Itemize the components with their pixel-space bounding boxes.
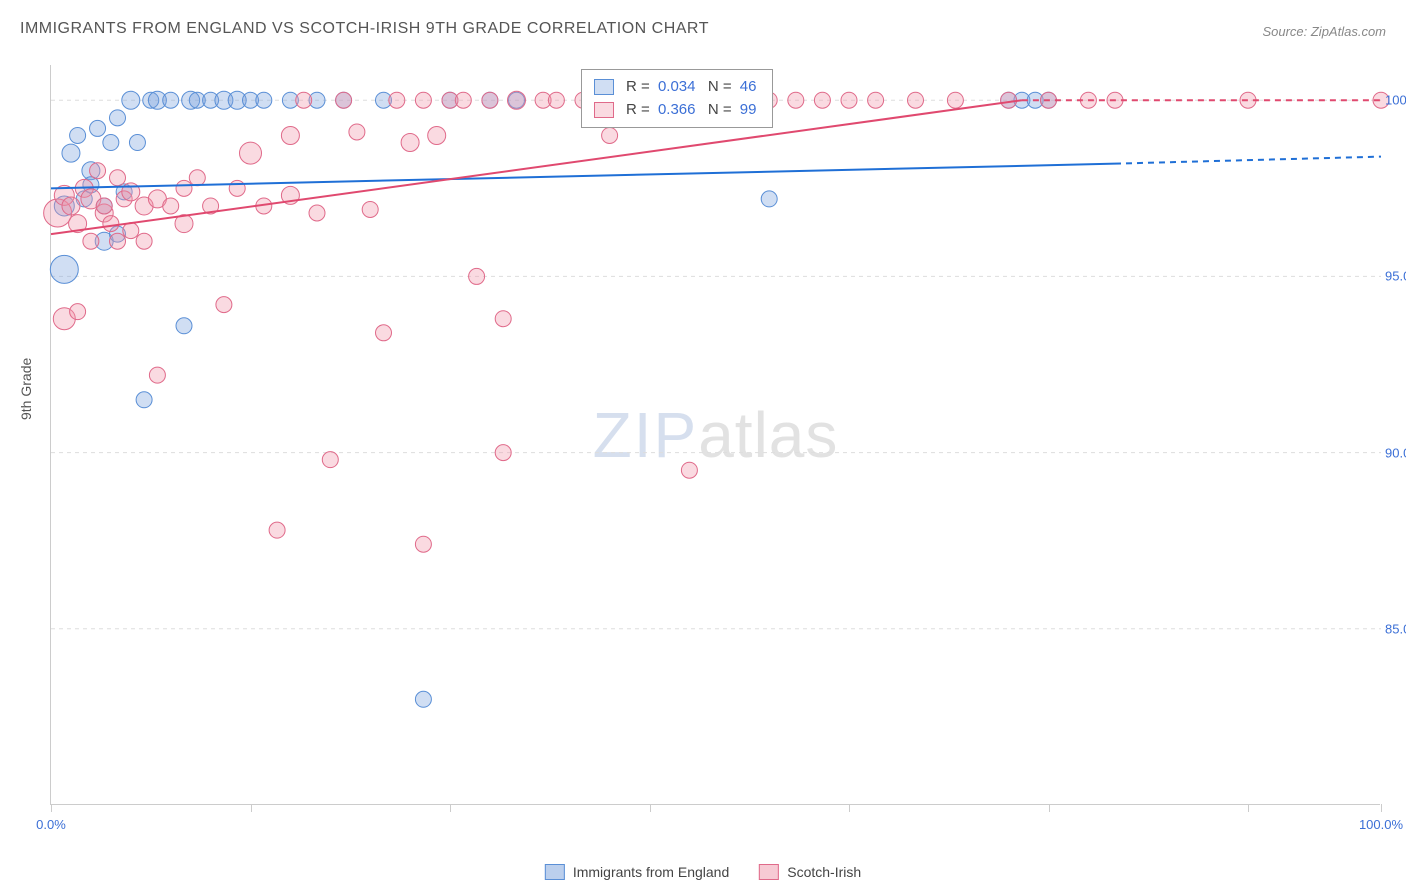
y-tick-label: 90.0% [1385,445,1406,460]
data-point-scotch_irish [309,205,325,221]
data-point-england [761,191,777,207]
stats-row-scotch_irish: R = 0.366 N = 99 [594,99,760,122]
y-tick-label: 100.0% [1385,93,1406,108]
chart-title: IMMIGRANTS FROM ENGLAND VS SCOTCH-IRISH … [20,20,709,38]
data-point-scotch_irish [415,92,431,108]
data-point-scotch_irish [415,536,431,552]
data-point-scotch_irish [176,180,192,196]
trend-line-scotch_irish [51,100,1022,234]
data-point-england [110,110,126,126]
data-point-scotch_irish [83,233,99,249]
data-point-scotch_irish [428,126,446,144]
data-point-scotch_irish [96,198,112,214]
data-point-scotch_irish [495,445,511,461]
data-point-england [103,135,119,151]
data-point-england [70,127,86,143]
data-point-england [50,255,78,283]
x-tick-label: 100.0% [1359,817,1403,832]
x-tick [849,804,850,812]
data-point-scotch_irish [401,134,419,152]
x-tick [450,804,451,812]
data-point-scotch_irish [136,233,152,249]
data-point-england [122,91,140,109]
plot-area: ZIPatlas R = 0.034 N = 46R = 0.366 N = 9… [50,65,1380,805]
data-point-scotch_irish [362,201,378,217]
data-point-scotch_irish [389,92,405,108]
data-point-scotch_irish [947,92,963,108]
x-tick-label: 0.0% [36,817,66,832]
data-point-scotch_irish [62,197,80,215]
stats-row-england: R = 0.034 N = 46 [594,76,760,99]
data-point-scotch_irish [296,92,312,108]
source-label: Source: ZipAtlas.com [1262,24,1386,39]
data-point-england [90,120,106,136]
data-point-england [62,144,80,162]
data-point-scotch_irish [281,126,299,144]
data-point-scotch_irish [70,304,86,320]
y-axis-label: 9th Grade [18,358,34,420]
data-point-scotch_irish [240,142,262,164]
data-point-scotch_irish [868,92,884,108]
data-point-scotch_irish [548,92,564,108]
data-point-england [176,318,192,334]
data-point-scotch_irish [602,127,618,143]
chart-svg [51,65,1381,805]
data-point-scotch_irish [841,92,857,108]
y-tick-label: 85.0% [1385,621,1406,636]
data-point-scotch_irish [123,223,139,239]
data-point-scotch_irish [336,92,352,108]
data-point-scotch_irish [229,180,245,196]
trend-line-england [51,164,1115,189]
data-point-scotch_irish [482,92,498,108]
data-point-england [415,691,431,707]
stats-text: R = 0.034 N = 46 [626,76,760,99]
stats-text: R = 0.366 N = 99 [626,99,760,122]
data-point-scotch_irish [788,92,804,108]
x-tick [251,804,252,812]
data-point-scotch_irish [814,92,830,108]
legend-label: Immigrants from England [573,864,729,880]
data-point-scotch_irish [681,462,697,478]
data-point-england [256,92,272,108]
data-point-scotch_irish [376,325,392,341]
legend: Immigrants from England Scotch-Irish [545,864,861,880]
legend-item: Immigrants from England [545,864,729,880]
trend-line-dash-england [1115,157,1381,164]
data-point-scotch_irish [349,124,365,140]
data-point-scotch_irish [495,311,511,327]
data-point-scotch_irish [216,297,232,313]
x-tick [51,804,52,812]
stats-swatch-england [594,79,614,95]
data-point-scotch_irish [90,163,106,179]
x-tick [1049,804,1050,812]
y-tick-label: 95.0% [1385,269,1406,284]
legend-swatch [759,864,779,880]
data-point-england [129,135,145,151]
data-point-scotch_irish [149,367,165,383]
legend-item: Scotch-Irish [759,864,861,880]
stats-box: R = 0.034 N = 46R = 0.366 N = 99 [581,69,773,128]
legend-swatch [545,864,565,880]
x-tick [1381,804,1382,812]
data-point-scotch_irish [322,452,338,468]
data-point-england [163,92,179,108]
x-tick [1248,804,1249,812]
x-tick [650,804,651,812]
data-point-scotch_irish [1001,92,1017,108]
data-point-scotch_irish [189,170,205,186]
data-point-scotch_irish [469,268,485,284]
stats-swatch-scotch_irish [594,102,614,118]
data-point-scotch_irish [269,522,285,538]
data-point-scotch_irish [455,92,471,108]
data-point-scotch_irish [103,216,119,232]
data-point-scotch_irish [110,170,126,186]
data-point-scotch_irish [908,92,924,108]
data-point-scotch_irish [163,198,179,214]
data-point-scotch_irish [508,91,526,109]
legend-label: Scotch-Irish [787,864,861,880]
data-point-scotch_irish [110,233,126,249]
data-point-england [136,392,152,408]
